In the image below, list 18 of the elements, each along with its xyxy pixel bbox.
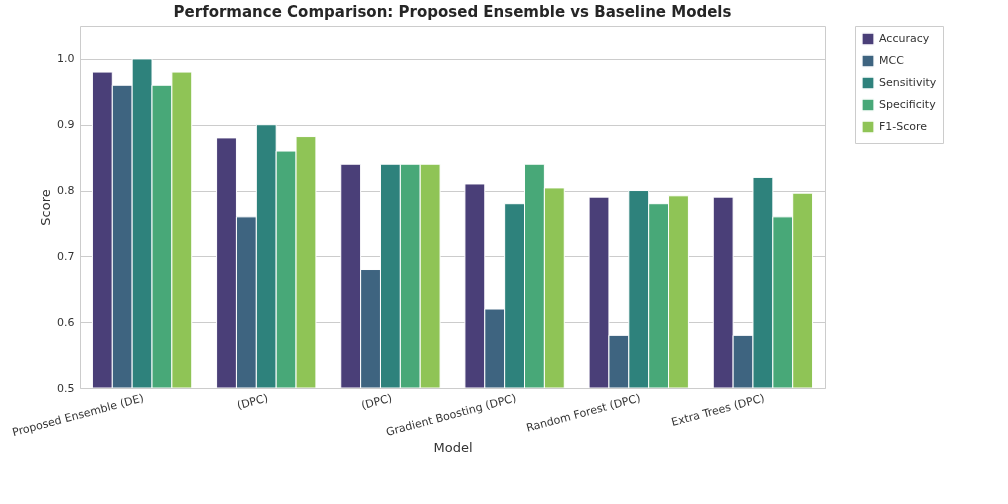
y-tick-label: 0.6 [57, 315, 75, 329]
x-tick-label: (DPC) [235, 391, 270, 413]
x-tick-label: Random Forest (DPC) [524, 391, 642, 435]
x-axis-title: Model [433, 440, 473, 456]
legend-label: F1-Score [879, 120, 928, 133]
legend-label: Specificity [879, 98, 937, 111]
y-tick-label: 0.7 [57, 249, 75, 263]
legend-label: Sensitivity [879, 76, 937, 89]
x-tick-label: Extra Trees (DPC) [669, 391, 767, 429]
y-tick-label: 0.9 [57, 118, 75, 132]
legend-label: Accuracy [879, 32, 930, 45]
y-axis-title: Score [38, 189, 54, 226]
y-tick-label: 0.5 [57, 381, 75, 395]
y-tick-label: 0.8 [57, 184, 75, 198]
chart-title: Performance Comparison: Proposed Ensemble vs Baseline Models [173, 2, 732, 21]
y-tick-label: 1.0 [57, 52, 75, 66]
legend-label: MCC [879, 54, 905, 67]
x-tick-label: (DPC) [359, 391, 394, 413]
